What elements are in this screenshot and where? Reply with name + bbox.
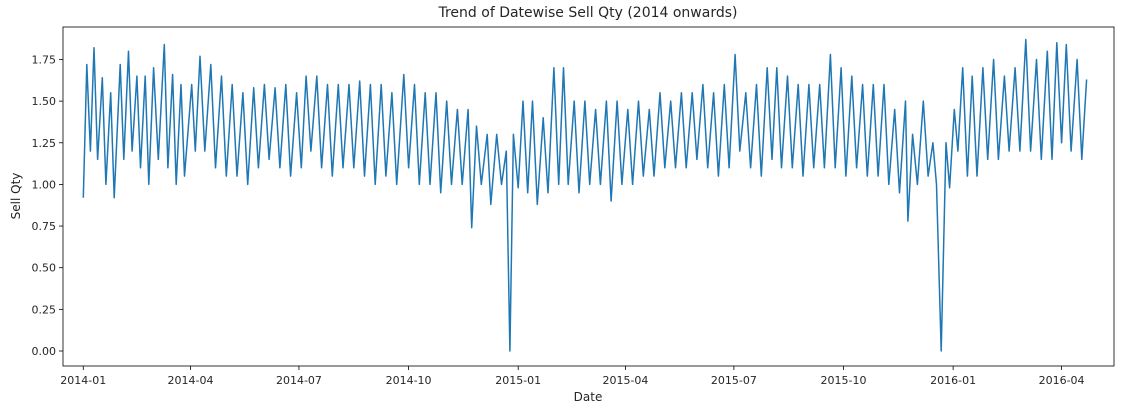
chart-title: Trend of Datewise Sell Qty (2014 onwards…: [437, 5, 737, 21]
x-tick-label: 2015-04: [602, 374, 648, 387]
y-tick-label: 0.00: [32, 345, 57, 358]
y-tick-label: 1.50: [32, 95, 57, 108]
y-axis: 0.00 0.25 0.50 0.75 1.00 1.25 1.50 1.75: [32, 53, 63, 358]
axes-frame: [62, 26, 1115, 367]
x-axis-label: Date: [574, 390, 603, 404]
y-tick-label: 0.25: [32, 303, 57, 316]
y-tick-label: 0.75: [32, 220, 57, 233]
x-axis: 2014-01 2014-04 2014-07 2014-10 2015-01 2015-…: [60, 366, 1085, 387]
x-tick-label: 2015-10: [821, 374, 867, 387]
y-tick-label: 1.25: [32, 137, 57, 150]
x-tick-label: 2014-10: [386, 374, 432, 387]
x-tick-label: 2016-01: [930, 374, 976, 387]
x-tick-label: 2014-01: [60, 374, 106, 387]
y-tick-label: 1.75: [32, 53, 57, 66]
sell-qty-series-line: [82, 38, 1088, 352]
plot-area: [62, 26, 1115, 367]
x-tick-label: 2015-07: [711, 374, 757, 387]
series-layer: [82, 38, 1088, 352]
y-axis-label: Sell Qty: [9, 173, 23, 220]
x-tick-label: 2016-04: [1039, 374, 1085, 387]
y-tick-label: 1.00: [32, 178, 57, 191]
x-tick-label: 2014-04: [168, 374, 214, 387]
x-tick-label: 2015-01: [495, 374, 541, 387]
y-tick-label: 0.50: [32, 262, 57, 275]
x-tick-label: 2014-07: [276, 374, 322, 387]
